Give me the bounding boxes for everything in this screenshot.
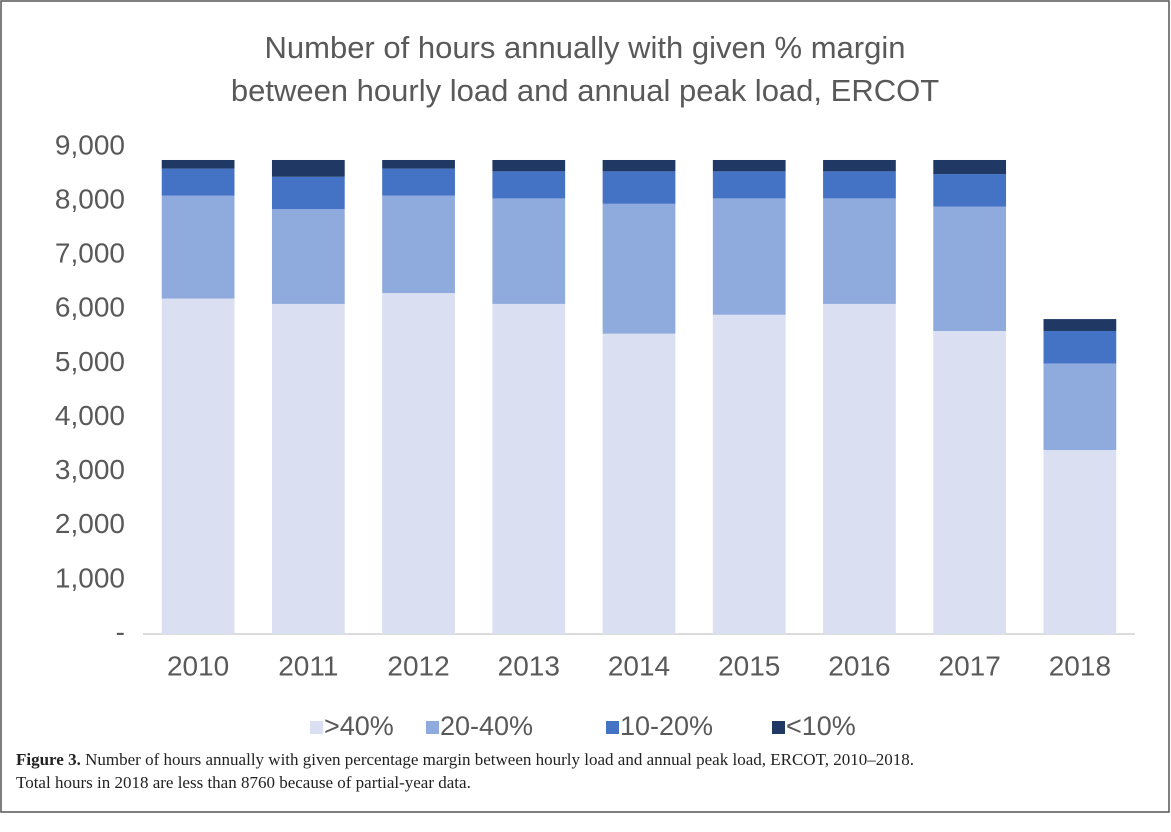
bar-segment — [161, 168, 235, 196]
bar-segment — [382, 159, 455, 169]
legend-swatch — [426, 721, 439, 734]
bar-segment — [492, 303, 566, 634]
y-tick-label: 5,000 — [55, 346, 125, 377]
y-tick-label: 8,000 — [55, 184, 125, 215]
bar-segment — [602, 333, 676, 634]
x-tick-label: 2018 — [1049, 650, 1111, 681]
bar-segment — [823, 303, 896, 634]
bar-segment — [1043, 363, 1117, 451]
bar-segment — [161, 195, 235, 299]
caption-text: Total hours in 2018 are less than 8760 b… — [16, 773, 471, 792]
bar-segment — [712, 159, 786, 172]
bar-segment — [602, 203, 676, 334]
legend-label: 10-20% — [620, 711, 713, 741]
caption-text: Number of hours annually with given perc… — [85, 750, 914, 769]
y-tick-label: 1,000 — [55, 562, 125, 593]
legend-label: >40% — [324, 711, 394, 741]
bar-segment — [161, 298, 235, 634]
bar-segment — [271, 159, 345, 177]
legend-label: <10% — [786, 711, 856, 741]
bar-segment — [933, 159, 1007, 175]
y-tick-label: 7,000 — [55, 238, 125, 269]
bar-segment — [933, 330, 1007, 634]
x-tick-label: 2010 — [167, 650, 229, 681]
chart-title: Number of hours annually with given % ma… — [265, 30, 906, 65]
bar-segment — [492, 159, 566, 172]
bar-segment — [271, 209, 345, 304]
bar-segment — [382, 195, 455, 294]
caption: Figure 3. Number of hours annually with … — [16, 750, 914, 769]
bar-segment — [933, 206, 1007, 331]
bar-segment — [823, 171, 896, 199]
frame — [0, 0, 1170, 813]
legend-swatch — [606, 721, 619, 734]
bar-segment — [492, 198, 566, 304]
x-tick-label: 2012 — [387, 650, 449, 681]
bar-segment — [823, 159, 896, 172]
y-tick-label: - — [116, 616, 125, 647]
y-tick-label: 9,000 — [55, 129, 125, 160]
bar-segment — [1043, 330, 1117, 364]
bar-segment — [492, 171, 566, 199]
x-tick-label: 2011 — [278, 650, 338, 681]
bar-segment — [712, 314, 786, 634]
bar-segment — [1043, 319, 1117, 331]
y-tick-label: 2,000 — [55, 508, 125, 539]
x-tick-label: 2014 — [608, 650, 670, 681]
legend-swatch — [310, 721, 323, 734]
bar-segment — [271, 176, 345, 210]
legend-swatch — [772, 721, 785, 734]
bar-segment — [933, 174, 1007, 207]
bar-segment — [712, 171, 786, 199]
bar-segment — [602, 159, 676, 172]
chart-title: between hourly load and annual peak load… — [231, 73, 939, 108]
bar-segment — [1043, 450, 1117, 634]
x-tick-label: 2017 — [939, 650, 1001, 681]
legend-label: 20-40% — [440, 711, 533, 741]
caption-label: Figure 3. — [16, 750, 81, 769]
x-tick-label: 2016 — [828, 650, 890, 681]
bar-segment — [823, 198, 896, 304]
y-tick-label: 3,000 — [55, 454, 125, 485]
bar-segment — [271, 303, 345, 634]
x-tick-label: 2013 — [498, 650, 560, 681]
bar-segment — [712, 198, 786, 315]
bar-segment — [602, 171, 676, 204]
y-tick-label: 4,000 — [55, 400, 125, 431]
bar-segment — [161, 159, 235, 169]
bar-segment — [382, 293, 455, 634]
y-tick-label: 6,000 — [55, 292, 125, 323]
bar-segment — [382, 168, 455, 196]
x-tick-label: 2015 — [718, 650, 780, 681]
